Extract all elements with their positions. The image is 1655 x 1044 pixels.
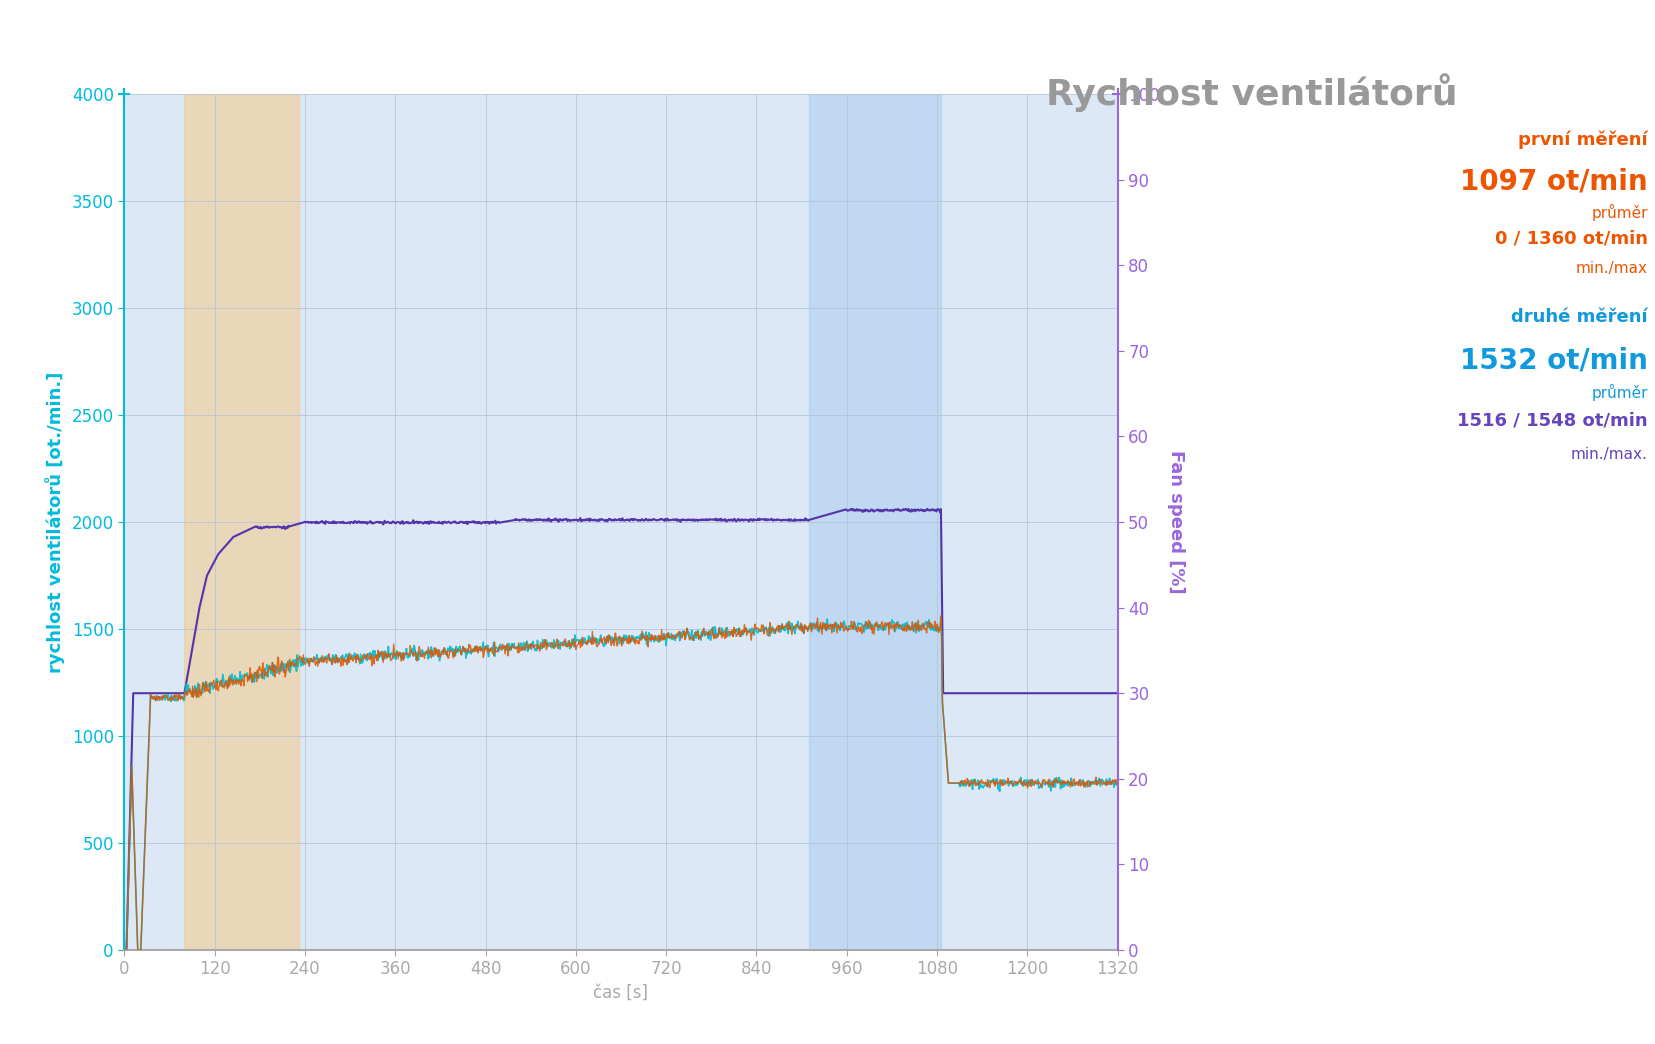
- Text: 1516 / 1548 ot/min: 1516 / 1548 ot/min: [1456, 411, 1647, 429]
- Bar: [184, 94, 298, 950]
- Text: první měření: první měření: [1518, 130, 1647, 149]
- Text: druhé měření: druhé měření: [1509, 308, 1647, 326]
- Y-axis label: rychlost ventilátorů [ot./min.]: rychlost ventilátorů [ot./min.]: [45, 372, 65, 672]
- Text: min./max: min./max: [1576, 261, 1647, 276]
- X-axis label: čas [s]: čas [s]: [592, 984, 649, 1002]
- Text: min./max.: min./max.: [1571, 447, 1647, 461]
- Text: průměr: průměr: [1590, 204, 1647, 220]
- Y-axis label: Fan speed [%]: Fan speed [%]: [1167, 450, 1183, 594]
- Bar: [809, 94, 940, 950]
- Text: průměr: průměr: [1590, 384, 1647, 401]
- Text: 1532 ot/min: 1532 ot/min: [1460, 347, 1647, 375]
- Text: Rychlost ventilátorů: Rychlost ventilátorů: [1046, 73, 1456, 112]
- Text: 1097 ot/min: 1097 ot/min: [1460, 167, 1647, 195]
- Text: 0 / 1360 ot/min: 0 / 1360 ot/min: [1494, 230, 1647, 247]
